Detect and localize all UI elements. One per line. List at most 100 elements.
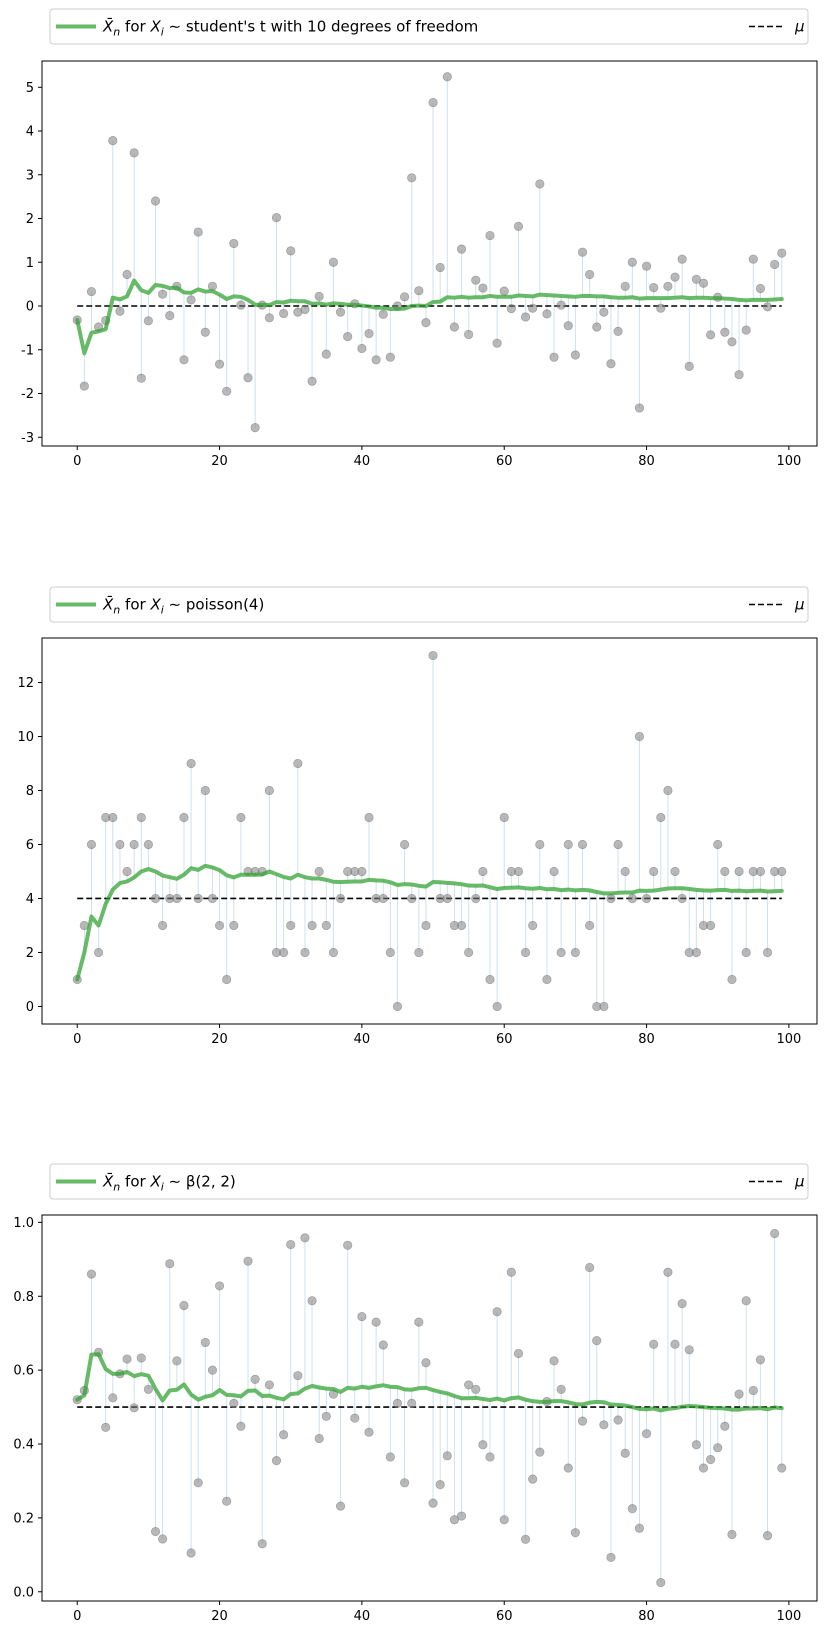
sample-point [734, 370, 744, 380]
sample-point [577, 1416, 588, 1426]
sample-point [599, 1001, 609, 1012]
sample-point [442, 893, 452, 904]
sample-point [520, 1534, 531, 1544]
sample-point [279, 308, 289, 319]
sample-point [286, 246, 296, 256]
legend: X̄n for Xi ∼ poisson(4) μ [49, 586, 809, 623]
legend-frame [49, 8, 809, 45]
sample-point [471, 893, 481, 904]
sample-point [506, 1267, 516, 1277]
xbar-symbol: X̄ [102, 1172, 114, 1191]
legend: X̄n for Xi ∼ β(2, 2) μ [49, 1163, 809, 1200]
sample-point [122, 1354, 132, 1364]
sample-point [770, 1228, 780, 1239]
y-tick-label: 8 [26, 784, 34, 799]
sample-point [108, 812, 118, 823]
y-tick-label: 2 [26, 946, 34, 961]
chart-panel-2: X̄n for Xi ∼ poisson(4) μ 0 20 40 60 80 100 0 2 4 6… [17, 586, 818, 1047]
y-tick-label: 0.4 [13, 1438, 34, 1453]
sample-point [599, 307, 609, 317]
y-tick-label: 0 [26, 1000, 34, 1015]
sample-point [122, 866, 132, 877]
sample-point [214, 920, 225, 931]
sample-point [435, 262, 445, 273]
sample-point [279, 1430, 289, 1440]
sample-point [649, 1339, 659, 1349]
sample-point [585, 1262, 595, 1273]
x-tick-label: 20 [211, 454, 228, 469]
sample-point [585, 269, 595, 280]
sample-point [528, 1474, 538, 1484]
sample-point [158, 920, 168, 931]
sample-point [549, 866, 559, 877]
sample-point [777, 248, 787, 258]
running-mean-line [75, 278, 784, 356]
sample-point [762, 302, 773, 312]
y-tick-label: 0.8 [13, 1290, 34, 1305]
sample-point [86, 839, 97, 850]
sample-point [321, 1411, 331, 1421]
sample-point [179, 355, 189, 365]
sample-point [563, 1463, 573, 1473]
legend-for-text: for [120, 1173, 150, 1191]
sample-point [656, 303, 666, 313]
sample-point [535, 1447, 545, 1457]
sample-point [570, 947, 580, 958]
sample-point [542, 974, 552, 985]
sample-point [122, 269, 132, 280]
sample-point [585, 920, 595, 931]
sample-point [748, 254, 758, 264]
legend-for-text: for [120, 596, 150, 614]
x-tick-label: 100 [776, 1609, 801, 1624]
sample-point [620, 1448, 630, 1458]
subscript-n: n [113, 604, 120, 617]
sample-point [734, 1389, 744, 1399]
sample-point [236, 812, 246, 823]
xbar-symbol: X̄ [102, 17, 114, 36]
sample-point [101, 1422, 111, 1432]
subscript-n: n [113, 26, 120, 39]
x-tick-label: 40 [354, 1032, 371, 1047]
sample-point [222, 386, 232, 396]
sample-point [136, 812, 146, 823]
sample-point [364, 1427, 374, 1437]
x-tick-label: 80 [638, 454, 655, 469]
sample-point [556, 1384, 566, 1394]
sample-point [421, 1358, 431, 1368]
legend-frame [49, 1163, 809, 1200]
legend-for-text: for [120, 18, 150, 36]
sample-point [499, 286, 509, 296]
x-tick-label: 0 [73, 1032, 81, 1047]
sample-point [307, 1296, 317, 1306]
sample-point [734, 866, 744, 877]
sample-point [193, 893, 203, 904]
sample-point [641, 893, 652, 904]
sample-point [364, 328, 374, 339]
sample-point [520, 312, 531, 322]
sample-point [293, 758, 303, 769]
sample-point [428, 650, 438, 661]
y-tick-label: 10 [17, 730, 34, 745]
sample-point [513, 1348, 524, 1359]
sample-point [257, 1539, 267, 1549]
sample-point [513, 221, 524, 231]
sample-point [677, 254, 687, 264]
sample-point [563, 321, 573, 331]
sample-point [129, 1403, 139, 1413]
sample-point [179, 812, 189, 823]
running-mean-line [75, 1352, 784, 1413]
subscript-i: i [161, 26, 164, 39]
sample-point [357, 1311, 367, 1322]
sample-point [328, 257, 339, 267]
sample-point [492, 1001, 502, 1012]
y-tick-label: 5 [26, 81, 34, 96]
axes-frame [41, 1214, 818, 1602]
sample-point [613, 839, 623, 850]
sample-point [186, 1548, 196, 1558]
chart-panel-1: X̄n for Xi ∼ student's t with 10 degrees… [21, 8, 818, 469]
sample-point [428, 1498, 438, 1508]
sample-point [86, 286, 97, 297]
sample-point [528, 303, 538, 313]
sample-point [478, 866, 488, 877]
sample-point [634, 403, 645, 413]
